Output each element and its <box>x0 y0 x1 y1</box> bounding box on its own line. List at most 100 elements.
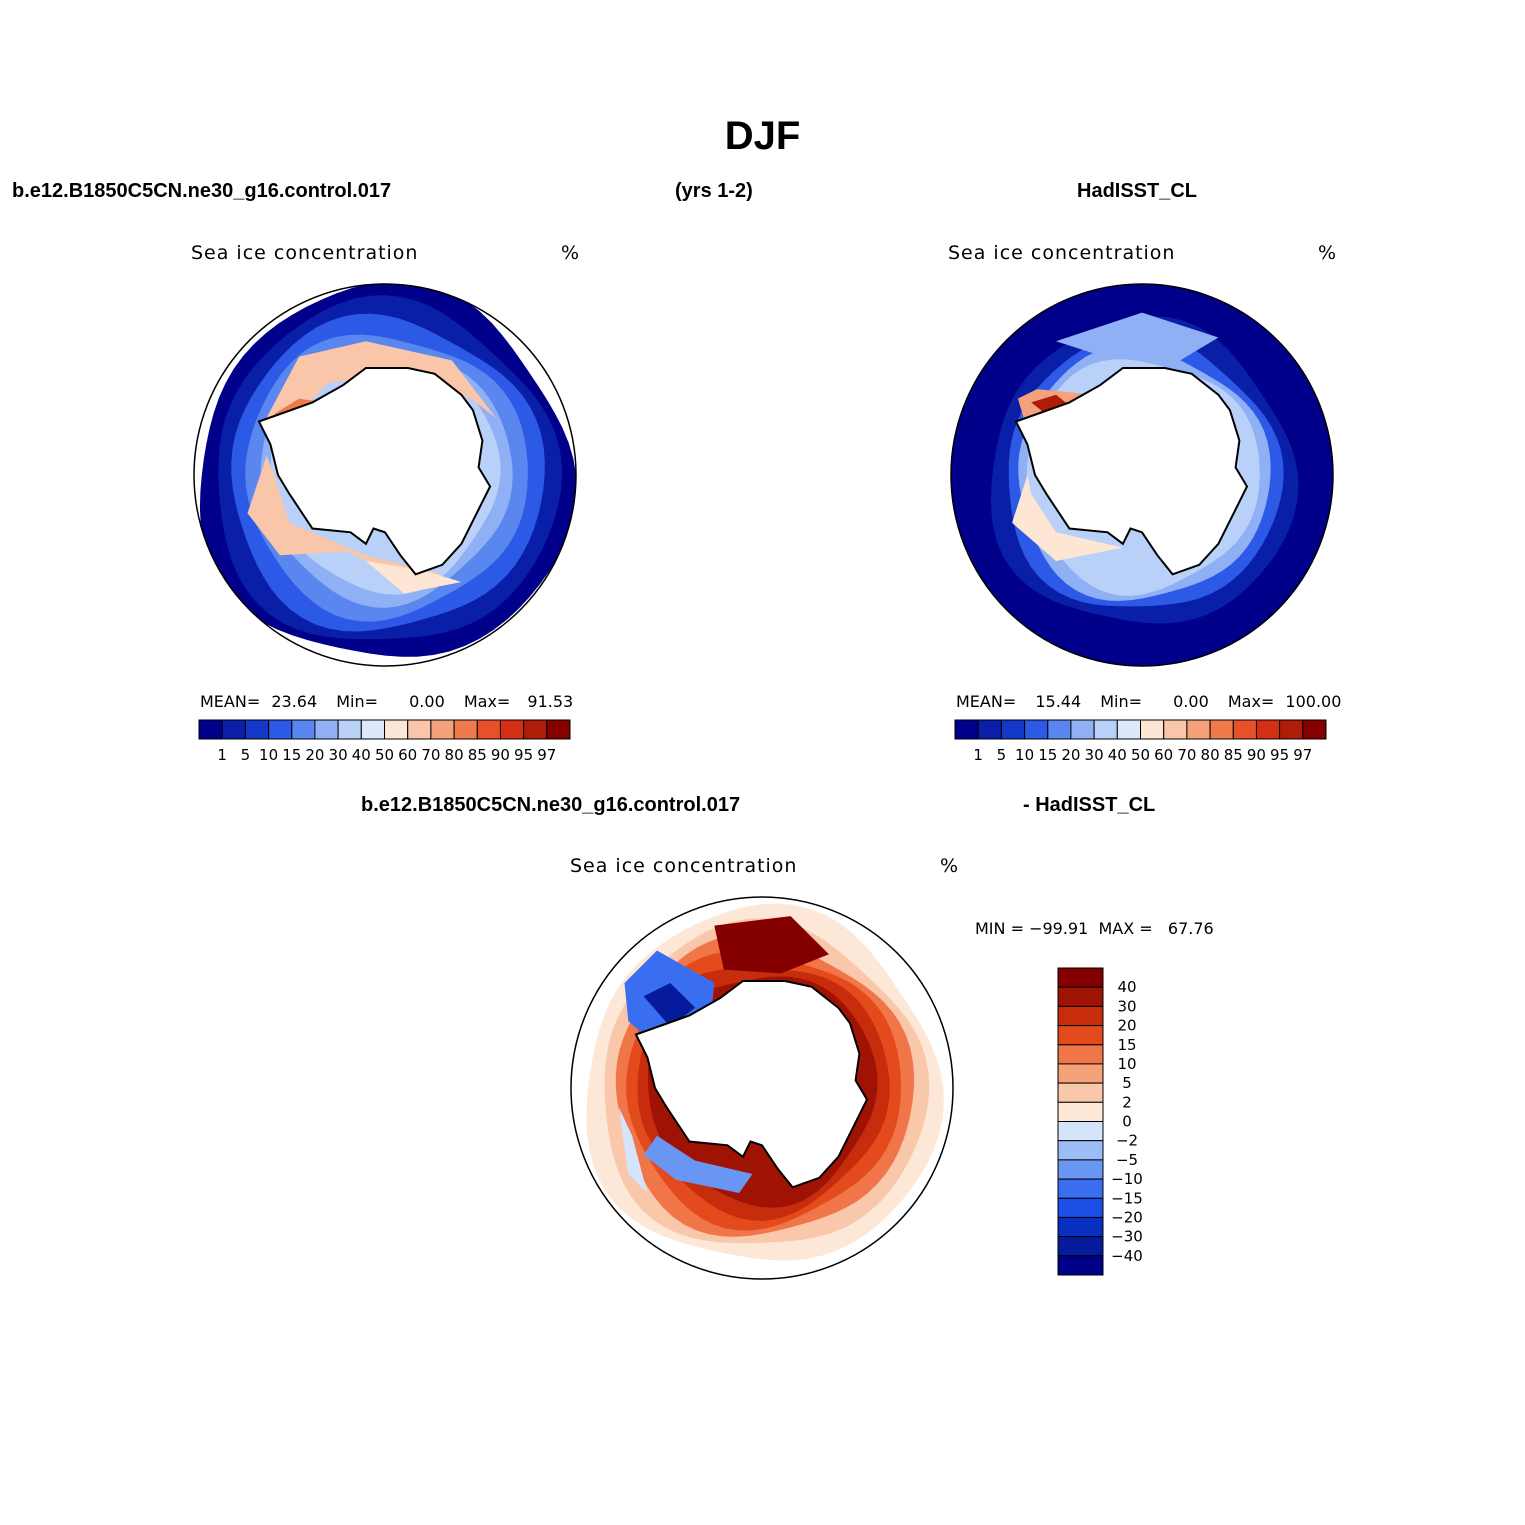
obs-colorbar-tick-label: 10 <box>1015 746 1034 764</box>
model-colorbar-tick-label: 40 <box>352 746 371 764</box>
model-ice-edge-south <box>365 561 462 594</box>
model-colorbar-tick-label: 15 <box>282 746 301 764</box>
period-label: (yrs 1-2) <box>675 180 753 202</box>
model-colorbar-swatch <box>546 719 571 740</box>
model-colorbar-tick-label: 85 <box>468 746 487 764</box>
obs-light-ice-north <box>1056 312 1219 361</box>
model-colorbar-swatch <box>407 719 432 740</box>
diff-colorbar-tick-label: 40 <box>1117 978 1136 996</box>
diff-colorbar-swatch <box>1057 1197 1104 1219</box>
diff-colorbar-swatch <box>1057 1159 1104 1180</box>
obs-colorbar-swatch <box>1279 719 1304 740</box>
diff-map <box>571 897 953 1279</box>
diff-map-frame <box>570 896 954 1280</box>
obs-map <box>951 284 1333 666</box>
diff-colorbar-swatch <box>1057 1044 1104 1065</box>
diff-colorbar-tick-label: −10 <box>1111 1170 1143 1188</box>
obs-max-label: Max= <box>1227 692 1275 711</box>
diff-colorbar-swatch <box>1057 1236 1104 1257</box>
obs-colorbar-swatch <box>954 719 979 740</box>
model-variable-label: Sea ice concentration <box>191 242 419 264</box>
obs-colorbar-swatch <box>1163 719 1188 740</box>
diff-colorbar-tick-label: −40 <box>1111 1247 1143 1265</box>
diff-colorbar-swatch <box>1057 1255 1104 1276</box>
model-min-value: 0.00 <box>409 692 445 711</box>
diff-colorbar-tick-label: 0 <box>1122 1113 1132 1131</box>
model-stats: MEAN= 23.64 Min= 0.00 Max= 91.53 <box>200 692 573 711</box>
obs-colorbar-swatch <box>1302 719 1327 740</box>
diff-case-label: b.e12.B1850C5CN.ne30_g16.control.017 <box>361 794 741 816</box>
obs-ice-west <box>1012 475 1123 561</box>
model-colorbar-swatch <box>198 719 223 740</box>
model-colorbar-swatch <box>453 719 478 740</box>
diff-colorbar-tick-label: −30 <box>1111 1228 1143 1246</box>
obs-colorbar-swatch <box>1255 719 1281 740</box>
model-units-label: % <box>561 242 581 264</box>
obs-colorbar-tick-label: 1 <box>973 746 983 764</box>
obs-min-label: Min= <box>1100 692 1143 711</box>
diff-colorbar-tick-label: 10 <box>1117 1055 1136 1073</box>
obs-colorbar-tick-label: 70 <box>1177 746 1196 764</box>
obs-colorbar-tick-label: 60 <box>1154 746 1173 764</box>
diff-colorbar-tick-label: −15 <box>1111 1189 1143 1207</box>
obs-stats: MEAN= 15.44 Min= 0.00 Max= 100.00 <box>956 692 1341 711</box>
model-colorbar-tick-label: 90 <box>491 746 510 764</box>
model-colorbar-swatch <box>476 719 501 740</box>
obs-coastline <box>1014 367 1249 576</box>
obs-min-value: 0.00 <box>1173 692 1209 711</box>
model-colorbar-tick-label: 1 <box>217 746 227 764</box>
diff-colorbar-swatch <box>1057 1216 1104 1238</box>
diff-colorbar-swatch <box>1057 967 1104 988</box>
model-colorbar-swatch <box>384 719 409 740</box>
model-mean-value: 23.64 <box>271 692 318 711</box>
obs-colorbar-swatch <box>1186 719 1211 740</box>
diff-colorbar-tick-label: −20 <box>1111 1208 1143 1226</box>
model-colorbar-swatch <box>268 719 293 740</box>
diff-colorbar-tick-label: −5 <box>1116 1151 1138 1169</box>
obs-colorbar-swatch <box>1024 719 1049 740</box>
obs-variable-label: Sea ice concentration <box>948 242 1176 264</box>
obs-max-value: 100.00 <box>1285 692 1342 711</box>
diff-colorbar-swatch <box>1057 1140 1104 1161</box>
obs-colorbar-swatch <box>1047 719 1072 740</box>
model-high-ice-west <box>247 455 443 580</box>
model-map-frame <box>193 283 577 667</box>
diff-obs-label: - HadISST_CL <box>1023 794 1156 816</box>
obs-colorbar-swatch <box>1070 719 1095 740</box>
diff-colorbar-swatch <box>1057 1082 1104 1103</box>
model-min-label: Min= <box>336 692 379 711</box>
model-colorbar-tick-label: 10 <box>259 746 278 764</box>
obs-colorbar-swatch <box>1140 719 1165 740</box>
model-colorbar-tick-label: 60 <box>398 746 417 764</box>
obs-colorbar-tick-label: 90 <box>1247 746 1266 764</box>
obs-name-label: HadISST_CL <box>1077 180 1198 202</box>
diff-units-label: % <box>940 855 960 877</box>
obs-colorbar-tick-label: 5 <box>997 746 1007 764</box>
diff-colorbar-swatch <box>1057 1005 1104 1027</box>
model-colorbar-tick-label: 50 <box>375 746 394 764</box>
diff-max-north <box>714 916 829 974</box>
model-colorbar-swatch <box>499 719 525 740</box>
model-colorbar-tick-label: 70 <box>421 746 440 764</box>
obs-colorbar-tick-label: 20 <box>1061 746 1080 764</box>
obs-map-frame <box>950 283 1334 667</box>
diff-colorbar-swatch <box>1057 1025 1104 1046</box>
obs-colorbar-swatch <box>1209 719 1234 740</box>
model-colorbar-swatch <box>291 719 316 740</box>
model-mean-label: MEAN= <box>200 692 261 711</box>
model-max-label: Max= <box>463 692 511 711</box>
diff-colorbar-swatch <box>1057 1101 1104 1123</box>
model-colorbar-swatch <box>360 719 385 740</box>
obs-mean-value: 15.44 <box>1035 692 1082 711</box>
model-colorbar-tick-label: 5 <box>241 746 251 764</box>
obs-colorbar-swatch <box>1093 719 1118 740</box>
diff-colorbar-tick-label: 30 <box>1117 997 1136 1015</box>
obs-colorbar-swatch <box>1000 719 1026 740</box>
model-colorbar-swatch <box>337 719 362 740</box>
obs-colorbar-tick-label: 80 <box>1201 746 1220 764</box>
diff-colorbar-swatch <box>1057 1063 1104 1084</box>
model-colorbar-swatch <box>314 719 339 740</box>
model-high-ice-north <box>266 341 496 433</box>
diff-colorbar-swatch <box>1057 986 1104 1007</box>
